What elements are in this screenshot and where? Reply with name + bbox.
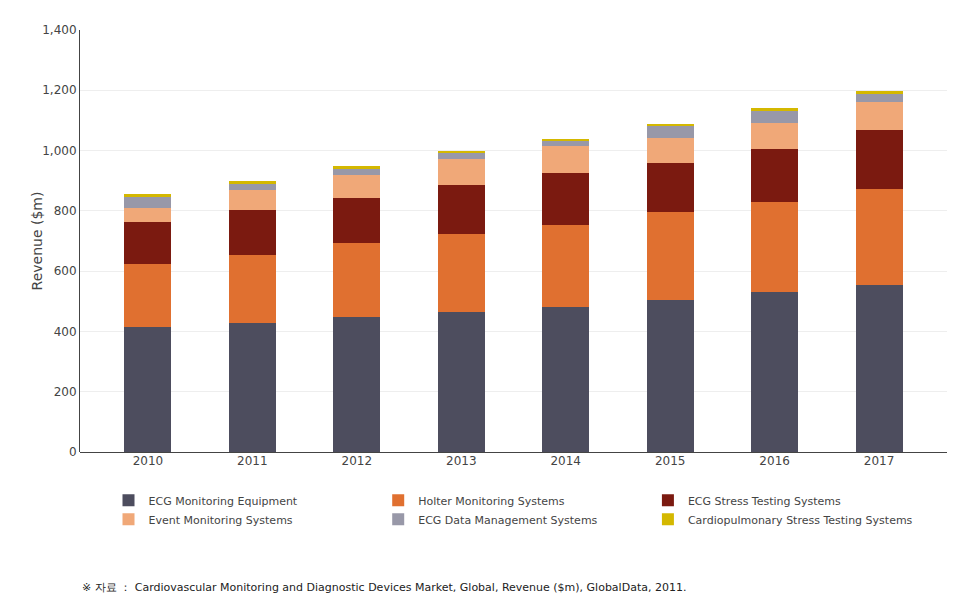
svg-text:800: 800 [54,204,77,218]
svg-text:2015: 2015 [655,454,686,468]
svg-text:600: 600 [54,264,77,278]
svg-text:ECG Stress Testing Systems: ECG Stress Testing Systems [688,495,841,508]
svg-text:ECG Data Management Systems: ECG Data Management Systems [418,514,597,527]
svg-text:2013: 2013 [446,454,477,468]
svg-text:1,000: 1,000 [42,144,76,158]
svg-text:Event Monitoring Systems: Event Monitoring Systems [149,514,293,527]
svg-text:1,200: 1,200 [42,83,76,97]
svg-text:2010: 2010 [133,454,164,468]
svg-text:0: 0 [69,445,77,459]
svg-text:400: 400 [54,325,77,339]
svg-text:200: 200 [54,385,77,399]
svg-text:Cardiopulmonary Stress Testing: Cardiopulmonary Stress Testing Systems [688,514,913,527]
svg-text:1,400: 1,400 [42,23,76,37]
svg-text:※ 자료 ： Cardiovascular Monitori: ※ 자료 ： Cardiovascular Monitoring and Dia… [82,581,686,594]
svg-text:2016: 2016 [759,454,790,468]
svg-text:2017: 2017 [864,454,895,468]
svg-text:Holter Monitoring Systems: Holter Monitoring Systems [418,495,564,508]
svg-text:2011: 2011 [237,454,268,468]
svg-text:ECG Monitoring Equipment: ECG Monitoring Equipment [149,495,298,508]
svg-text:2014: 2014 [550,454,581,468]
svg-text:Revenue ($m): Revenue ($m) [29,192,45,291]
svg-text:2012: 2012 [342,454,373,468]
